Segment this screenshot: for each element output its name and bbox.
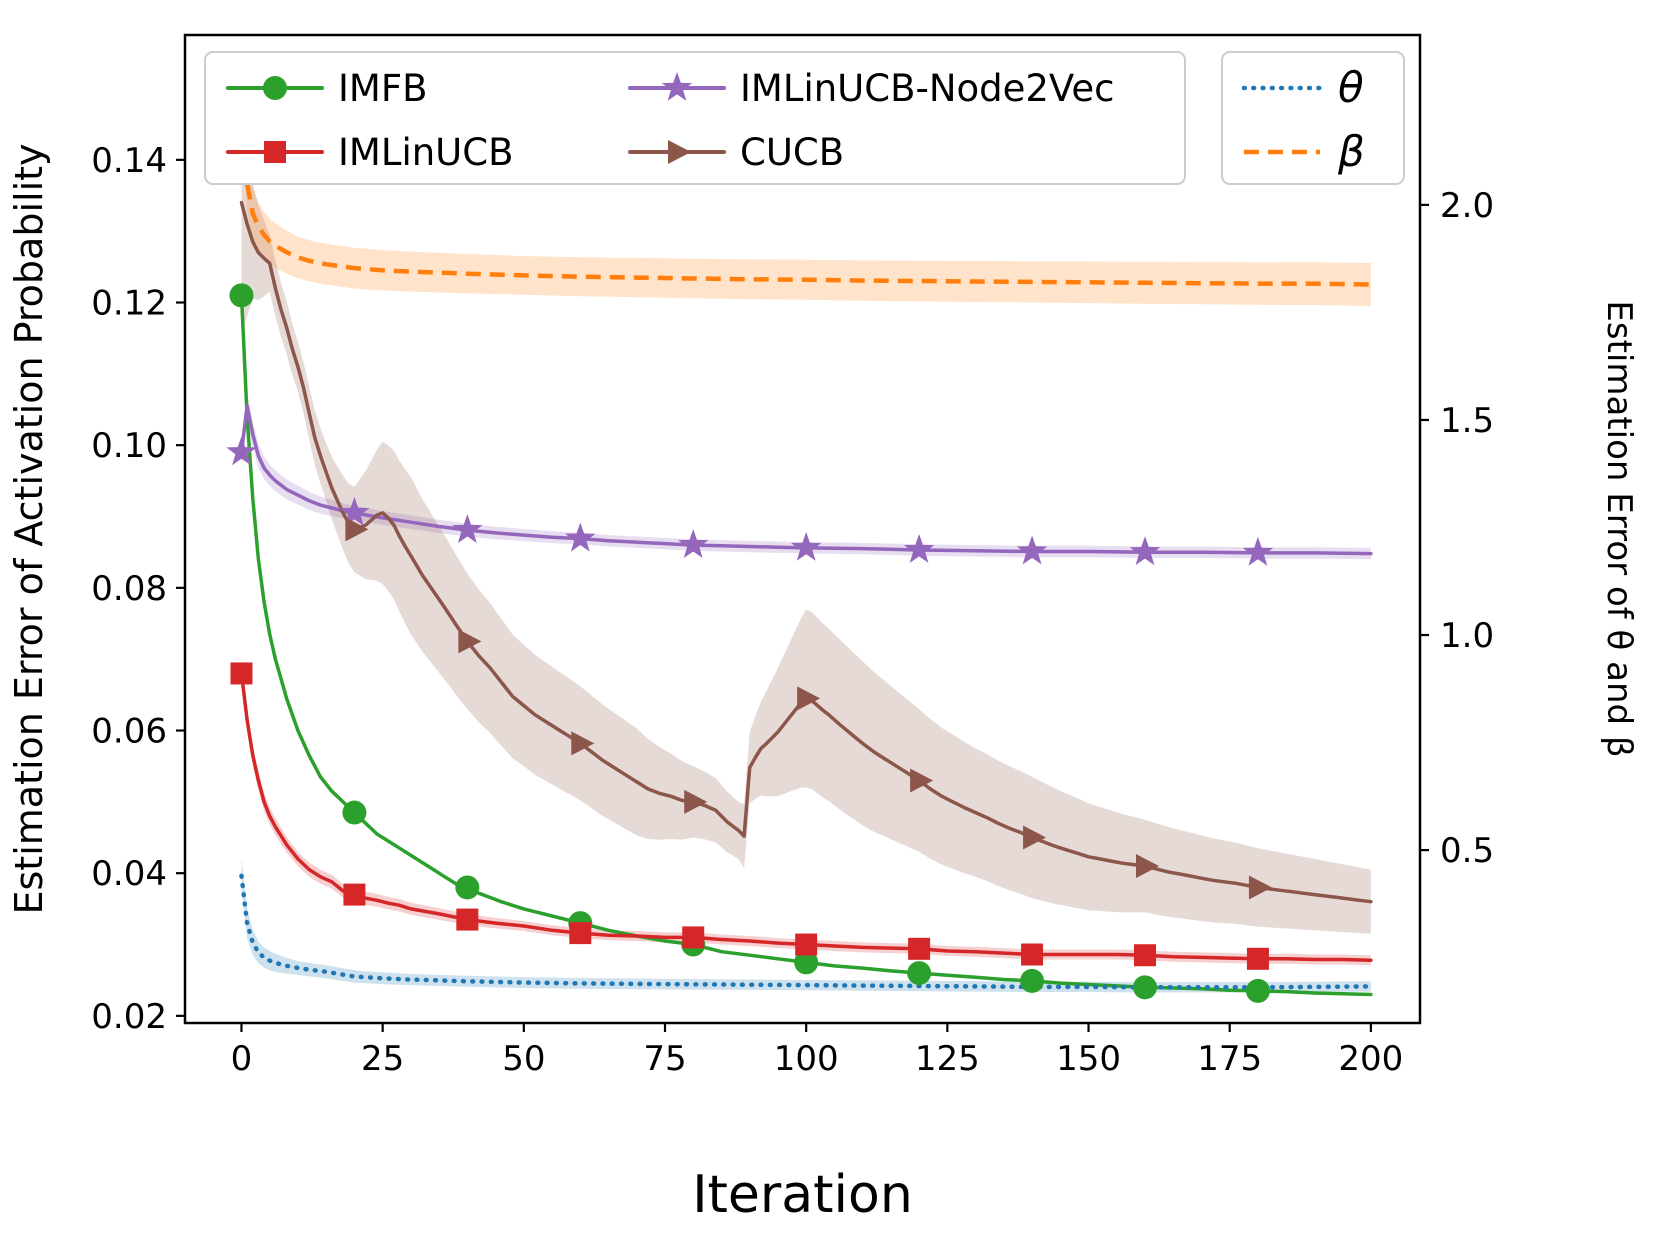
x-tick-label: 150 xyxy=(1056,1039,1121,1079)
x-tick-label: 100 xyxy=(774,1039,839,1079)
legend-main: IMFB IMLinUCB IMLinUCB-Node2Vec CUCB xyxy=(204,51,1186,185)
y-axis-left-label: Estimation Error of Activation Probabili… xyxy=(7,143,51,914)
line-IMLinUCB xyxy=(239,671,1373,962)
legend-params: θβ xyxy=(1221,51,1405,185)
x-axis-label: Iteration xyxy=(692,1165,913,1225)
y-right-tick-label: 2.0 xyxy=(1440,186,1494,226)
legend-label-CUCB: CUCB xyxy=(740,131,844,174)
x-tick-label: 125 xyxy=(915,1039,980,1079)
band-β xyxy=(241,56,1371,306)
markers-IMLinUCB xyxy=(230,662,1269,970)
y-left-tick-label: 0.06 xyxy=(91,712,167,752)
y-axis-right-ticks: 0.5 1.0 1.5 2.0 xyxy=(1420,186,1494,871)
y-right-tick-label: 1.0 xyxy=(1440,616,1494,656)
line-IMLinUCB-Node2Vec xyxy=(239,404,1373,556)
band-θ xyxy=(241,858,1371,993)
legend-label-θ: θ xyxy=(1338,63,1364,112)
axes-spines xyxy=(183,33,1422,1025)
markers-IMLinUCB-Node2Vec xyxy=(226,436,1274,566)
x-tick-label: 50 xyxy=(502,1039,545,1079)
y-left-tick-label: 0.10 xyxy=(91,426,167,466)
y-right-tick-label: 0.5 xyxy=(1440,831,1494,871)
y-left-tick-label: 0.08 xyxy=(91,569,167,609)
line-θ xyxy=(239,873,1374,990)
y-left-tick-label: 0.14 xyxy=(91,141,167,181)
plot-area xyxy=(226,56,1374,1003)
line-IMFB xyxy=(239,293,1373,997)
y-left-tick-label: 0.02 xyxy=(91,997,167,1037)
y-axis-right-label: Estimation Error of θ and β xyxy=(1599,300,1639,757)
legend-label-IMLinUCB-Node2Vec: IMLinUCB-Node2Vec xyxy=(740,67,1114,110)
y-axis-left-ticks: 0.02 0.04 0.06 0.08 0.10 0.12 0.14 xyxy=(91,141,185,1037)
legend-label-IMLinUCB: IMLinUCB xyxy=(338,131,513,174)
y-left-tick-label: 0.04 xyxy=(91,854,167,894)
x-axis-ticks: 0 25 50 75 100 125 150 175 200 xyxy=(231,1023,1403,1079)
x-tick-label: 25 xyxy=(361,1039,404,1079)
x-tick-label: 200 xyxy=(1338,1039,1403,1079)
y-right-tick-label: 1.5 xyxy=(1440,401,1494,441)
band-CUCB xyxy=(241,74,1371,934)
markers-IMFB xyxy=(229,283,1270,1003)
legend-label-IMFB: IMFB xyxy=(338,67,428,110)
x-tick-label: 175 xyxy=(1197,1039,1262,1079)
markers-CUCB xyxy=(345,517,1272,900)
x-tick-label: 0 xyxy=(231,1039,253,1079)
line-β xyxy=(239,88,1371,287)
y-left-tick-label: 0.12 xyxy=(91,284,167,324)
x-tick-label: 75 xyxy=(643,1039,686,1079)
legend-label-β: β xyxy=(1337,127,1365,176)
